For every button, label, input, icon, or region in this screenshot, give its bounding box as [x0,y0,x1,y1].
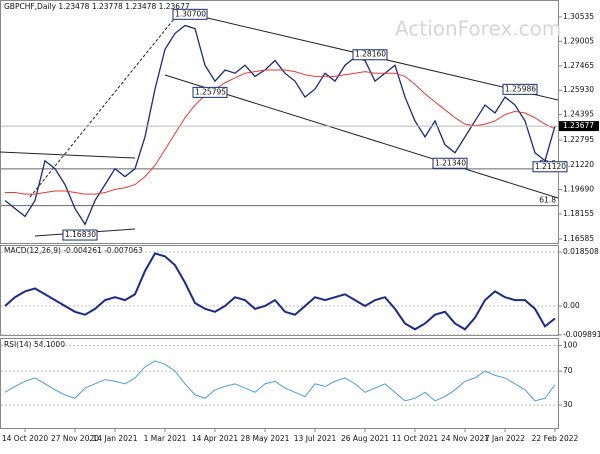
y-tick-label: 1.22795 [563,135,594,144]
y-tick-label: 1.18155 [563,209,594,218]
price-frame [0,0,559,244]
current-box [559,121,599,132]
x-tick-label: 7 Jan 2022 [485,434,525,443]
x-tick-label: 26 Aug 2021 [341,434,389,443]
price-box [432,157,468,169]
y-tick-label: 1.21220 [563,160,594,169]
price-box [502,83,538,95]
x-tick-label: 27 Nov 2020 [51,434,99,443]
macd-title: MACD(12,26,9) -0.004261 -0.007063 [4,246,143,255]
y-tick-label: -0.009891 [563,330,600,339]
price-title: GBPCHF,Daily 1.23478 1.23778 1.23478 1.2… [4,2,190,11]
macd-frame [0,245,559,336]
x-tick-label: 1 Mar 2021 [144,434,187,443]
x-tick-label: 28 May 2021 [241,434,290,443]
x-tick-label: 14 Jan 2021 [93,434,138,443]
y-tick-label: 1.30535 [563,12,594,21]
watermark: ActionForex.com [395,17,561,41]
x-tick-label: 11 Oct 2021 [392,434,439,443]
price-label: 1.21120 [535,162,566,171]
x-tick-label: 22 Feb 2022 [532,434,579,443]
rsi-title: RSI(14) 54.1000 [4,340,65,349]
price-label: 1.28160 [355,50,386,59]
price-label: 1.16830 [65,230,96,239]
x-tick-label: 14 Oct 2020 [2,434,49,443]
y-tick-label: 1.16585 [563,234,594,243]
price-label: 1.25986 [505,84,536,93]
fib-label: 61.8 [539,196,556,205]
price-label: 1.21340 [435,158,466,167]
x-tick-label: 24 Nov 2021 [441,434,489,443]
y-tick-label: 30 [563,400,573,409]
price-box [172,8,208,20]
y-tick-label: 100 [563,341,578,350]
y-tick-label: 1.19690 [563,185,594,194]
channel-lower [164,74,559,199]
y-tick-label: 0.00 [563,301,580,310]
price-box [532,161,568,173]
price-box [352,49,388,61]
rsi-frame [0,338,559,429]
y-tick-label: 0.018508 [563,247,599,256]
fib-line [29,13,179,198]
current-label: 1.23677 [563,121,594,130]
price-label: 1.30700 [175,9,206,18]
x-tick-label: 14 Apr 2021 [192,434,239,443]
price-box [62,229,98,241]
y-tick-label: 1.29005 [563,36,594,45]
price-box [192,86,228,98]
series-line [4,24,556,226]
price-label: 1.25795 [195,87,226,96]
panel-frames [0,0,559,429]
series-line [5,69,556,195]
y-tick-label: 70 [563,366,573,375]
y-tick-label: 1.27465 [563,61,594,70]
series-line [4,360,556,402]
y-tick-label: 1.25930 [563,85,594,94]
trend-line [0,151,136,159]
y-tick-label: 1.24395 [563,110,594,119]
x-tick-label: 13 Jul 2021 [294,434,337,443]
series-line [4,252,556,331]
